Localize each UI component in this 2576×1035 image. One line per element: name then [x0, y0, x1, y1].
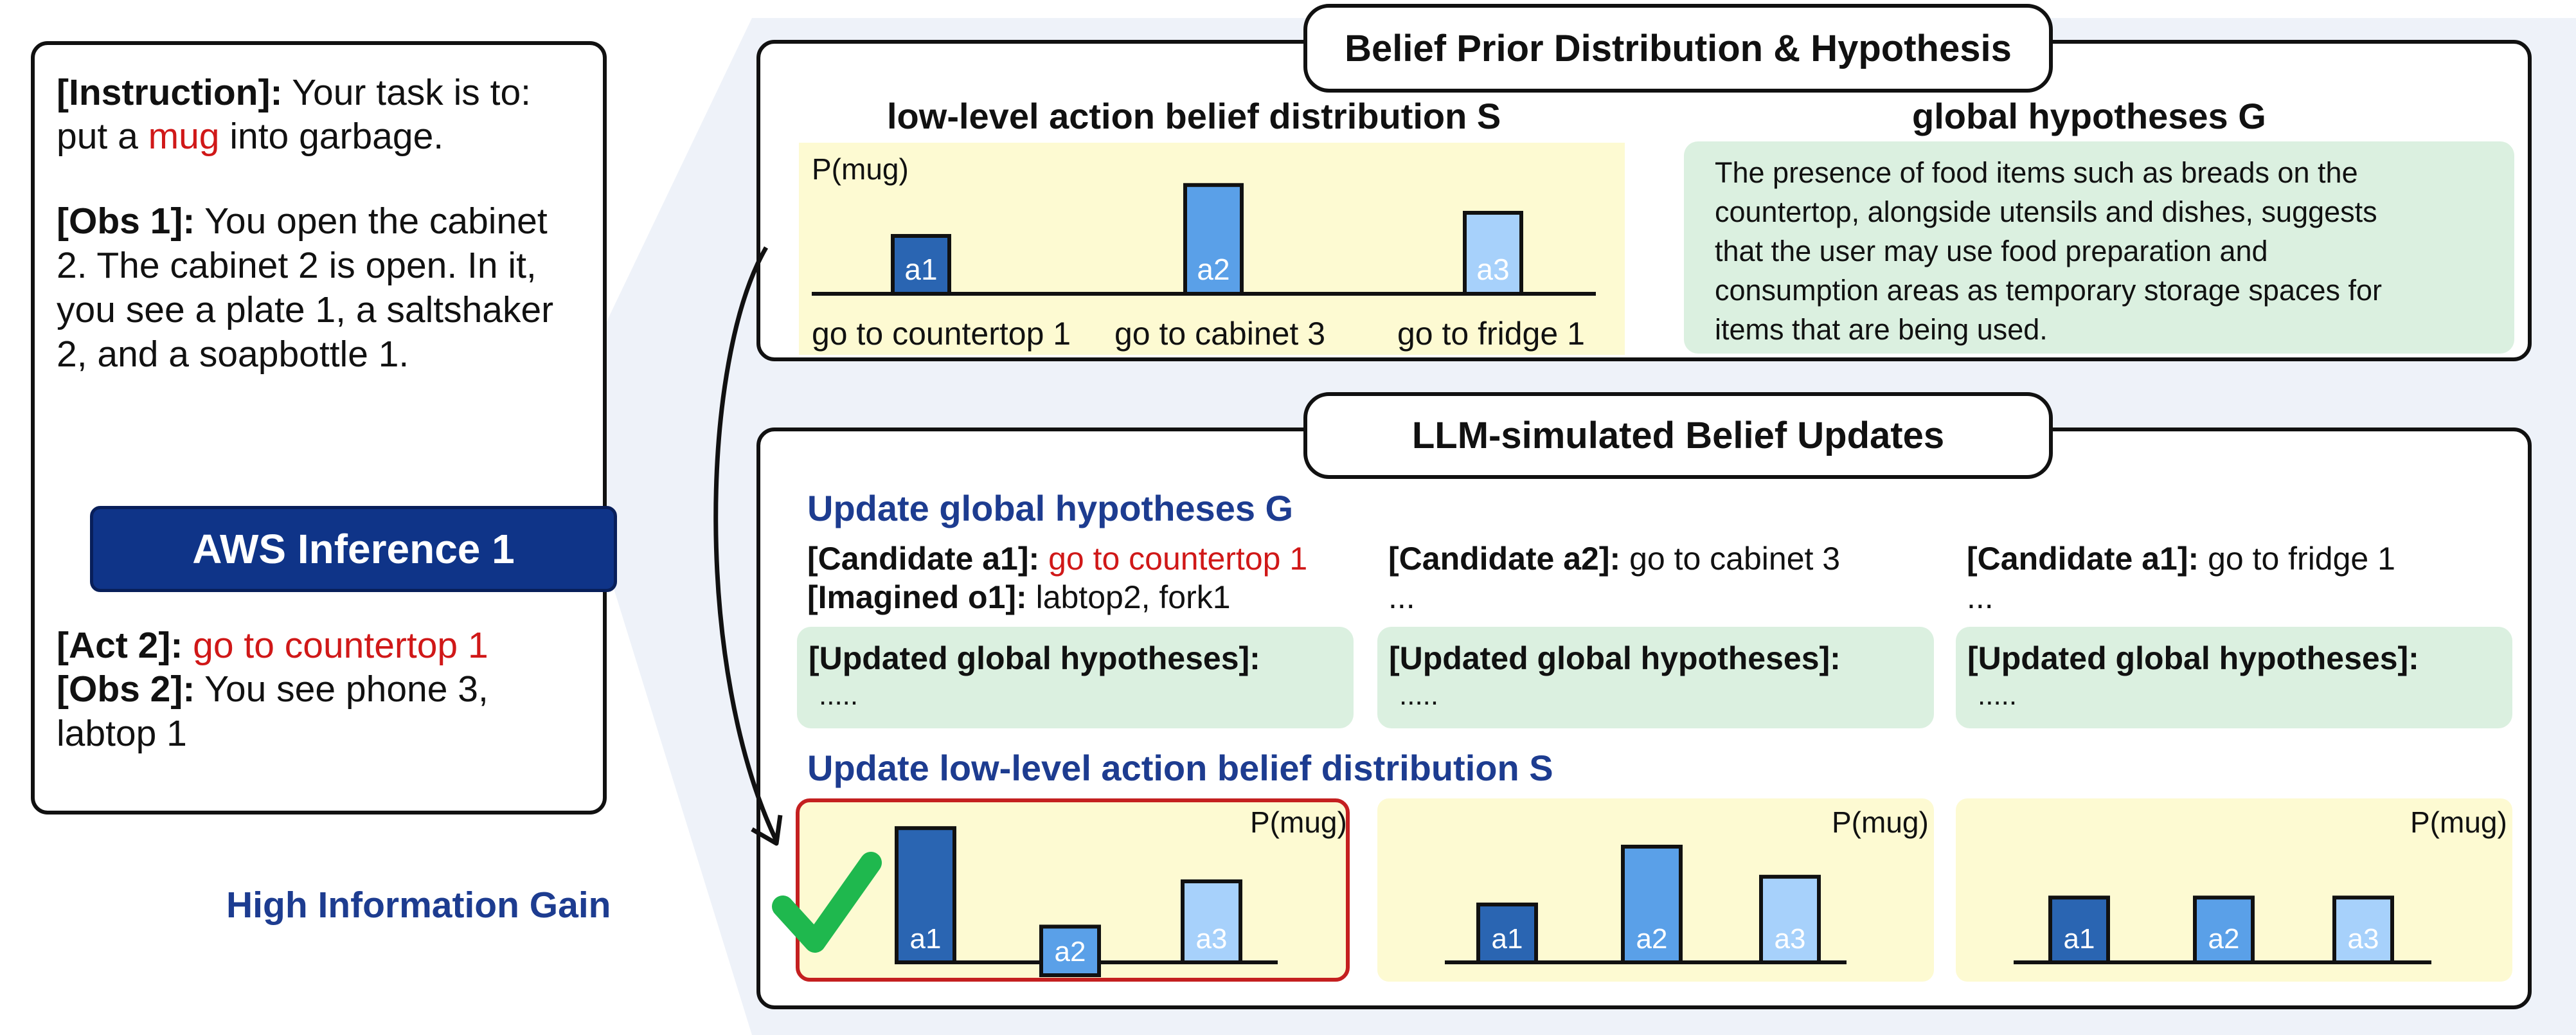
prior-hypothesis-box: [1684, 141, 2514, 354]
updated-hyp-placeholder: .....: [819, 680, 859, 711]
bar-label-a3: a3: [2348, 923, 2379, 955]
imagined-obs-text: labtop2, fork1: [1026, 579, 1231, 615]
updated-hyp-label: [Updated global hypotheses]:: [1967, 640, 2419, 676]
bar-a1: [891, 234, 951, 296]
bar-a3: [2332, 896, 2394, 964]
updated-hyp-box-3: [Updated global hypotheses]: .....: [1956, 627, 2512, 728]
obs2-line-1: [Obs 2]: You see phone 3,: [57, 667, 488, 711]
candidate-1-action: go to countertop 1: [1039, 541, 1308, 577]
bar-label-a3: a3: [1775, 923, 1806, 955]
instruction-line-2: put a mug into garbage.: [57, 114, 443, 158]
updated-bar-chart-1: a1 a2 a3: [895, 826, 1278, 977]
instruction-line-1: [Instruction]: Your task is to:: [57, 71, 531, 114]
updated-prob-label-3: P(mug): [2410, 806, 2507, 839]
candidate-2-label: [Candidate a2]:: [1388, 541, 1621, 577]
candidate-1-label: [Candidate a1]:: [807, 541, 1040, 577]
obs2-line-2: labtop 1: [57, 713, 187, 754]
updated-bar-chart-2: a1 a2 a3: [1445, 845, 1847, 964]
prior-action-label-2: go to cabinet 3: [1114, 316, 1326, 352]
obs1-line-2: 2. The cabinet 2 is open. In it,: [57, 245, 537, 286]
bar-label-a2: a2: [1055, 936, 1086, 968]
candidate-3-ellipsis: ...: [1967, 579, 1994, 615]
updated-hyp-placeholder: .....: [1978, 680, 2017, 711]
bar-label-a3: a3: [1476, 253, 1509, 286]
belief-prior-title: Belief Prior Distribution & Hypothesis: [1303, 4, 2053, 93]
candidate-1-line: [Candidate a1]: go to countertop 1: [807, 540, 1307, 577]
updated-hyp-placeholder: .....: [1399, 680, 1439, 711]
updated-hyp-label: [Updated global hypotheses]:: [1389, 640, 1841, 676]
candidate-3-label: [Candidate a1]:: [1967, 541, 2199, 577]
updated-prob-label-1: P(mug): [1250, 806, 1347, 839]
hypothesis-line-2: countertop, alongside utensils and dishe…: [1715, 195, 2377, 228]
bar-a2: [2193, 896, 2255, 964]
bar-a3: [1181, 879, 1242, 964]
bar-label-a2: a2: [2208, 923, 2240, 955]
prior-bar-chart: a1 a2 a3: [812, 183, 1596, 296]
candidate-2-ellipsis: ...: [1388, 579, 1415, 615]
updated-hyp-box-2: [Updated global hypotheses]: .....: [1377, 627, 1934, 728]
instruction-label: [Instruction]:: [57, 72, 283, 113]
updated-hyp-label: [Updated global hypotheses]:: [809, 640, 1260, 676]
bar-label-a2: a2: [1636, 923, 1668, 955]
bar-label-a1: a1: [1492, 923, 1523, 955]
candidate-2-action: go to cabinet 3: [1620, 541, 1841, 577]
update-dist-heading: Update low-level action belief distribut…: [807, 748, 1553, 788]
update-global-heading: Update global hypotheses G: [807, 488, 1294, 528]
hypothesis-line-4: consumption areas as temporary storage s…: [1715, 274, 2383, 307]
obs1-text: You open the cabinet: [195, 201, 548, 242]
bar-a1: [895, 826, 956, 965]
obs1-line-4: 2, and a soapbottle 1.: [57, 334, 409, 375]
trajectory-panel: [Instruction]: Your task is to: put a mu…: [31, 41, 617, 815]
updated-prob-label-2: P(mug): [1832, 806, 1929, 839]
bar-label-a2: a2: [1197, 253, 1230, 286]
updated-bar-chart-3: a1 a2 a3: [2014, 896, 2431, 964]
obs2-text: You see phone 3,: [195, 669, 488, 710]
obs2-label: [Obs 2]:: [57, 669, 195, 710]
bar-a2: [1621, 845, 1683, 964]
instruction-text-a: put a: [57, 116, 148, 157]
bar-a3: [1463, 211, 1523, 296]
act2-line: [Act 2]: go to countertop 1: [57, 624, 488, 667]
hypothesis-line-5: items that are being used.: [1715, 313, 2048, 346]
candidate-3-action: go to fridge 1: [2199, 541, 2395, 577]
obs1-line-3: you see a plate 1, a saltshaker: [57, 289, 554, 330]
bar-label-a1: a1: [904, 253, 937, 286]
bar-label-a1: a1: [2064, 923, 2095, 955]
bar-a1: [1476, 903, 1538, 964]
act2-label: [Act 2]:: [57, 625, 183, 666]
hypothesis-line-1: The presence of food items such as bread…: [1715, 156, 2358, 189]
prior-action-label-3: go to fridge 1: [1397, 316, 1585, 352]
updated-hyp-box-1: [Updated global hypotheses]: .....: [797, 627, 1354, 728]
high-information-gain-label: High Information Gain: [226, 885, 611, 926]
bar-a1: [2048, 896, 2110, 964]
bar-label-a1: a1: [910, 923, 942, 955]
candidate-2-line: [Candidate a2]: go to cabinet 3: [1388, 540, 1840, 577]
candidate-3-line: [Candidate a1]: go to fridge 1: [1967, 540, 2395, 577]
bar-a2: [1183, 183, 1244, 296]
aws-inference-button[interactable]: AWS Inference 1: [90, 506, 617, 592]
bar-a3: [1759, 874, 1821, 964]
instruction-text: Your task is to:: [282, 72, 531, 113]
prior-action-label-1: go to countertop 1: [812, 316, 1071, 352]
instruction-target-object: mug: [148, 116, 220, 157]
prior-dist-heading: low-level action belief distribution S: [887, 96, 1501, 136]
prior-hyp-heading: global hypotheses G: [1912, 96, 2266, 136]
act2-text: go to countertop 1: [183, 625, 488, 666]
bar-a2: [1039, 924, 1101, 977]
imagined-obs-label: [Imagined o1]:: [807, 579, 1027, 615]
obs1-line-1: [Obs 1]: You open the cabinet: [57, 199, 548, 243]
instruction-text-b: into garbage.: [219, 116, 444, 157]
belief-updates-title: LLM-simulated Belief Updates: [1303, 392, 2053, 479]
bar-label-a3: a3: [1196, 923, 1228, 955]
hypothesis-line-3: that the user may use food preparation a…: [1715, 235, 2268, 267]
prior-prob-label: P(mug): [812, 152, 909, 186]
imagined-obs-line: [Imagined o1]: labtop2, fork1: [807, 579, 1231, 616]
obs1-label: [Obs 1]:: [57, 201, 195, 242]
